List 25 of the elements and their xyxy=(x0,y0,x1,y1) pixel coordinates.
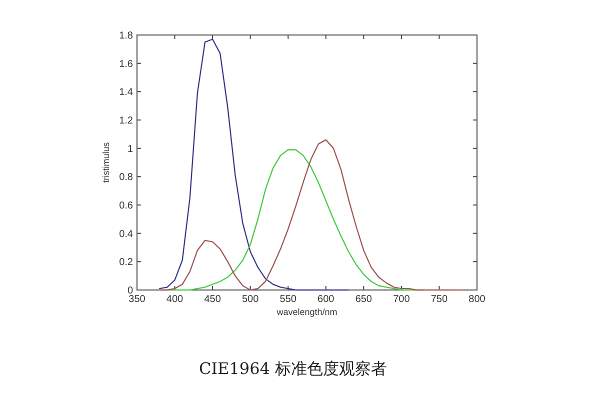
x-tick-label: 700 xyxy=(393,294,410,305)
y-tick-label: 0.2 xyxy=(119,257,134,268)
x-tick-label: 550 xyxy=(280,294,297,305)
x-axis-title: wavelength/nm xyxy=(276,307,338,317)
y-tick-label: 1 xyxy=(127,144,134,155)
x-tick-label: 350 xyxy=(128,294,146,305)
x-tick-label: 650 xyxy=(355,294,372,305)
text: CIE1964 标准色度观察者 xyxy=(198,359,388,378)
y-tick-label: 1.4 xyxy=(119,87,134,98)
y-axis-title: tristimulus xyxy=(101,142,111,183)
y-tick-label: 1.8 xyxy=(119,30,134,42)
x-tick-label: 400 xyxy=(166,294,184,305)
y-tick-label: 1.2 xyxy=(119,116,134,126)
x-tick-label: 450 xyxy=(204,294,222,305)
y-tick-label: 0.4 xyxy=(119,228,134,240)
line-series xyxy=(159,38,350,291)
line-series xyxy=(159,139,462,291)
y-tick-label: 0.6 xyxy=(119,200,134,212)
y-tick-label: 0 xyxy=(127,286,134,296)
x-tick-label: 750 xyxy=(430,294,448,305)
y-tick-label: 1.6 xyxy=(119,58,134,70)
y-tick-label: 0.8 xyxy=(119,172,134,184)
x-tick-label: 500 xyxy=(242,294,260,305)
x-tick-label: 600 xyxy=(318,294,335,305)
x-tick-label: 800 xyxy=(468,294,486,305)
